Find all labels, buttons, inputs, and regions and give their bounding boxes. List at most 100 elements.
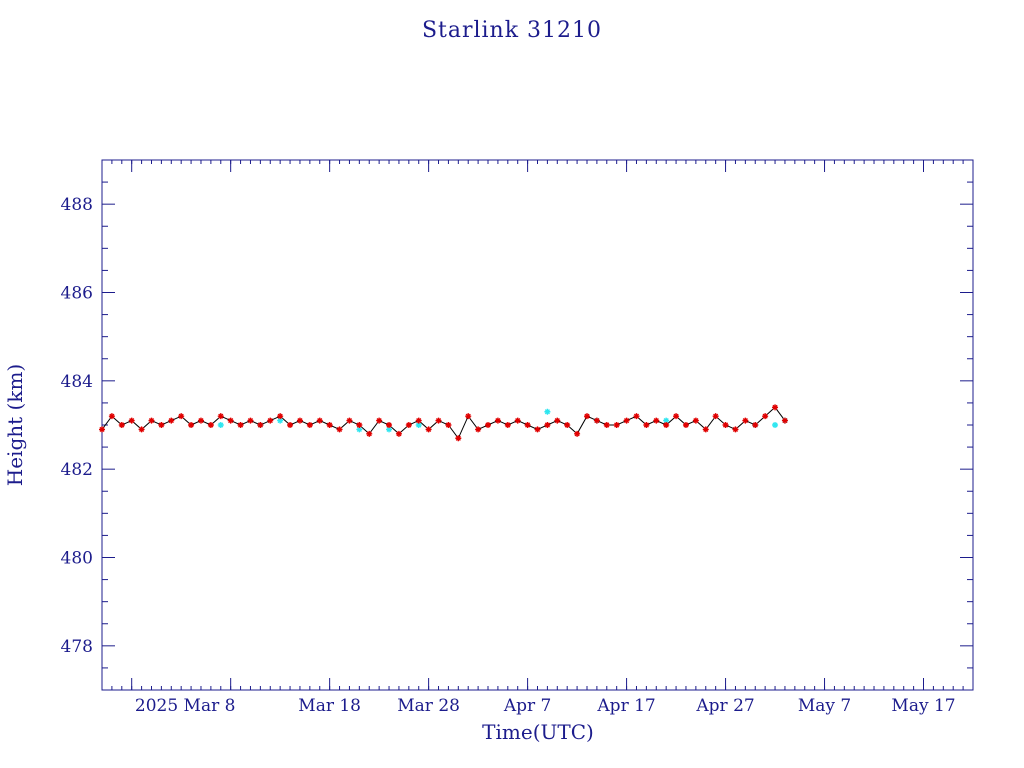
red-data-point bbox=[524, 422, 531, 428]
red-data-point bbox=[574, 430, 581, 437]
red-data-point bbox=[742, 417, 749, 424]
red-data-point bbox=[455, 435, 462, 442]
red-data-point bbox=[336, 426, 343, 433]
red-data-point bbox=[722, 422, 729, 428]
red-data-point bbox=[247, 417, 254, 424]
red-data-point bbox=[554, 417, 561, 424]
red-data-point bbox=[405, 422, 412, 428]
x-tick-label: Mar 18 bbox=[298, 696, 361, 716]
red-data-point bbox=[583, 413, 590, 420]
red-data-point bbox=[386, 422, 393, 428]
plot-frame bbox=[101, 159, 974, 691]
red-data-point bbox=[415, 417, 422, 424]
x-tick-label: 2025 Mar 8 bbox=[135, 696, 236, 716]
x-tick-label: Mar 28 bbox=[397, 696, 460, 716]
red-data-point bbox=[356, 422, 363, 428]
red-data-point bbox=[237, 422, 244, 428]
cyan-data-point bbox=[386, 426, 393, 433]
red-data-point bbox=[564, 422, 571, 428]
chart-title: Starlink 31210 bbox=[422, 18, 602, 43]
red-data-point bbox=[653, 417, 660, 424]
y-axis-label: Height (km) bbox=[3, 364, 27, 486]
red-data-point bbox=[207, 422, 214, 428]
y-tick-label: 482 bbox=[61, 460, 93, 480]
red-data-point bbox=[445, 422, 452, 428]
x-tick-label: Apr 7 bbox=[503, 696, 552, 716]
red-data-point bbox=[781, 417, 788, 424]
x-tick-label: May 7 bbox=[798, 696, 851, 716]
red-data-point bbox=[494, 417, 501, 424]
red-data-point bbox=[603, 422, 610, 428]
red-data-point bbox=[772, 404, 779, 411]
red-data-point bbox=[425, 426, 432, 433]
red-data-point bbox=[702, 426, 709, 433]
red-data-point bbox=[326, 422, 333, 428]
y-tick-label: 480 bbox=[61, 549, 93, 569]
red-data-point bbox=[168, 417, 175, 424]
x-axis: 2025 Mar 8 Mar 18 Mar 28 Apr 7 Apr 17 Apr 27 M… bbox=[101, 160, 974, 716]
red-data-point bbox=[306, 422, 313, 428]
red-data-point bbox=[296, 417, 303, 424]
cyan-data-point bbox=[415, 422, 422, 428]
red-data-point bbox=[752, 422, 759, 428]
red-data-point bbox=[712, 413, 719, 420]
red-data-point bbox=[99, 426, 105, 433]
red-data-point bbox=[633, 413, 640, 420]
red-data-point bbox=[504, 422, 511, 428]
red-data-point bbox=[762, 413, 769, 420]
height-series-line bbox=[101, 406, 786, 440]
red-data-point bbox=[395, 430, 402, 437]
cyan-data-point bbox=[356, 426, 363, 433]
red-data-point bbox=[475, 426, 482, 433]
red-data-point bbox=[732, 426, 739, 433]
red-data-point bbox=[673, 413, 680, 420]
x-axis-label: Time(UTC) bbox=[482, 720, 594, 744]
red-data-point bbox=[158, 422, 165, 428]
x-tick-label: Apr 17 bbox=[596, 696, 655, 716]
red-data-point bbox=[544, 422, 551, 428]
red-data-point bbox=[534, 426, 541, 433]
red-data-point bbox=[376, 417, 383, 424]
red-data-point bbox=[217, 413, 224, 420]
y-axis: 478 480 482 484 486 488 bbox=[61, 159, 973, 691]
red-data-point bbox=[613, 422, 620, 428]
red-data-point bbox=[435, 417, 442, 424]
red-data-point bbox=[178, 413, 185, 420]
red-data-point bbox=[257, 422, 264, 428]
red-data-point bbox=[227, 417, 234, 424]
red-data-point bbox=[128, 417, 135, 424]
y-tick-label: 486 bbox=[61, 284, 93, 304]
red-data-point bbox=[148, 417, 155, 424]
red-data-point bbox=[623, 417, 630, 424]
red-data-point bbox=[197, 417, 204, 424]
x-tick-label: May 17 bbox=[891, 696, 955, 716]
red-data-point bbox=[108, 413, 115, 420]
red-data-point bbox=[643, 422, 650, 428]
cyan-data-point bbox=[544, 408, 551, 415]
x-tick-label: Apr 27 bbox=[695, 696, 754, 716]
plot-area bbox=[99, 404, 788, 442]
y-tick-label: 478 bbox=[61, 637, 93, 657]
red-data-point bbox=[316, 417, 323, 424]
red-data-point bbox=[692, 417, 699, 424]
red-data-point bbox=[277, 413, 284, 420]
red-data-point bbox=[118, 422, 125, 428]
red-data-point bbox=[465, 413, 472, 420]
cyan-data-point bbox=[217, 422, 224, 428]
cyan-data-point bbox=[277, 417, 284, 424]
red-data-point bbox=[663, 422, 670, 428]
cyan-data-point bbox=[772, 422, 779, 428]
red-data-point bbox=[346, 417, 353, 424]
y-tick-label: 484 bbox=[61, 372, 93, 392]
red-data-point bbox=[485, 422, 492, 428]
red-data-point bbox=[366, 430, 373, 437]
cyan-data-point bbox=[663, 417, 670, 424]
red-data-point bbox=[593, 417, 600, 424]
red-data-point bbox=[188, 422, 195, 428]
red-data-point bbox=[267, 417, 274, 424]
red-data-point bbox=[514, 417, 521, 424]
red-data-point bbox=[138, 426, 145, 433]
red-data-point bbox=[682, 422, 689, 428]
y-tick-label: 488 bbox=[61, 195, 93, 215]
